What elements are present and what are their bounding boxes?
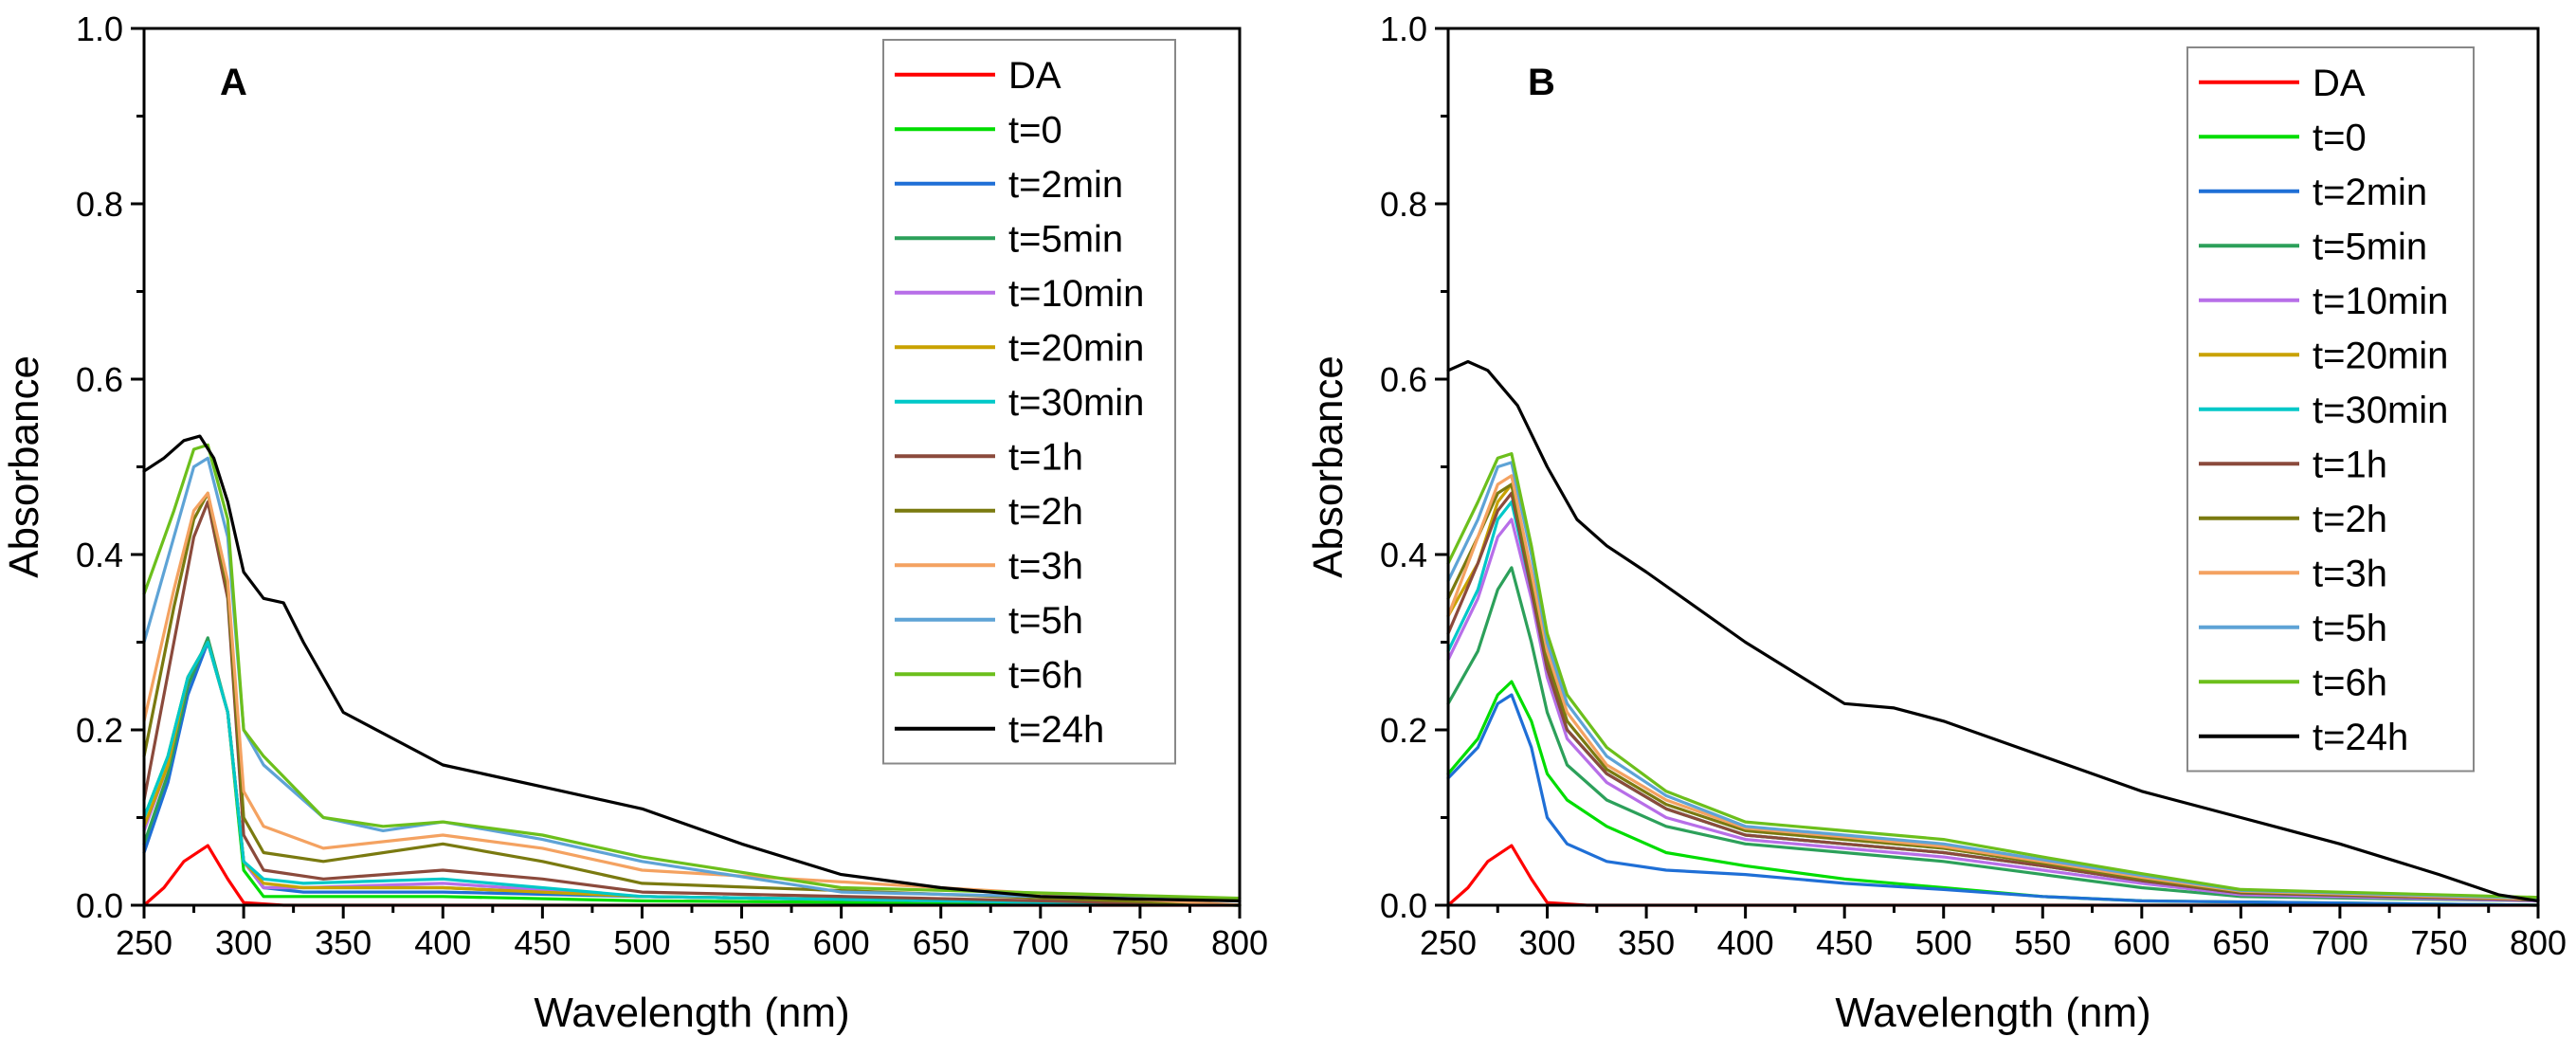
- legend-label: t=1h: [1008, 436, 1083, 478]
- panel-label: B: [1528, 62, 1555, 103]
- x-axis-title: Wavelength (nm): [1835, 990, 2150, 1036]
- series-line-7: [1446, 491, 2540, 902]
- y-tick-label: 0.2: [1380, 711, 1427, 750]
- legend-label: t=5min: [2313, 226, 2427, 267]
- x-tick-label: 350: [1618, 923, 1675, 962]
- x-tick-label: 550: [714, 923, 771, 962]
- y-tick-label: 0.8: [76, 185, 123, 224]
- y-tick-label: 0.2: [76, 711, 123, 750]
- legend-label: t=3h: [1008, 545, 1083, 587]
- series-line-4: [1446, 518, 2540, 903]
- x-tick-label: 500: [1915, 923, 1972, 962]
- legend-label: t=2min: [2313, 172, 2427, 213]
- legend-label: t=30min: [1008, 382, 1144, 424]
- x-tick-label: 400: [1717, 923, 1774, 962]
- series-line-12: [1446, 359, 2540, 903]
- x-tick-label: 250: [116, 923, 172, 962]
- series-line-11: [1446, 452, 2540, 900]
- series-line-8: [142, 491, 1242, 907]
- legend-label: t=0: [2313, 117, 2367, 158]
- legend-label: t=1h: [2313, 444, 2387, 485]
- x-tick-label: 650: [2212, 923, 2269, 962]
- series-line-6: [142, 640, 1242, 907]
- y-tick-label: 0.0: [1380, 886, 1427, 925]
- legend-label: DA: [2313, 63, 2366, 104]
- x-tick-label: 800: [1211, 923, 1268, 962]
- x-tick-label: 300: [1519, 923, 1576, 962]
- x-tick-label: 450: [1816, 923, 1873, 962]
- legend-label: t=5min: [1008, 218, 1123, 260]
- y-tick-label: 0.6: [1380, 360, 1427, 399]
- series-line-9: [142, 491, 1242, 907]
- legend-label: t=3h: [2313, 553, 2387, 594]
- x-tick-label: 350: [315, 923, 372, 962]
- legend-label: t=30min: [2313, 390, 2448, 431]
- x-tick-label: 300: [215, 923, 272, 962]
- x-tick-label: 500: [613, 923, 670, 962]
- chart-panel-b: 250 300 350 400 450 500 550 600 650 700 750 800 0.0 0…: [1305, 9, 2567, 1036]
- y-tick-label: 0.0: [76, 886, 123, 925]
- y-axis-title: Absorbance: [1305, 355, 1351, 578]
- legend-label: t=5h: [2313, 608, 2387, 649]
- x-tick-label: 250: [1420, 923, 1477, 962]
- series-line-12: [142, 434, 1242, 903]
- legend-label: t=2h: [2313, 499, 2387, 540]
- x-tick-label: 750: [1112, 923, 1169, 962]
- series-line-3: [1446, 566, 2540, 903]
- series-line-11: [142, 443, 1242, 900]
- legend-label: t=2h: [1008, 491, 1083, 533]
- legend-label: t=2min: [1008, 164, 1123, 206]
- series-line-7: [142, 500, 1242, 907]
- series-line-10: [1446, 461, 2540, 900]
- legend-label: DA: [1008, 55, 1061, 97]
- x-tick-label: 750: [2410, 923, 2467, 962]
- x-tick-label: 400: [414, 923, 471, 962]
- series-line-8: [1446, 482, 2540, 901]
- y-tick-label: 0.8: [1380, 185, 1427, 224]
- series-line-2: [1446, 693, 2540, 907]
- legend-label: t=20min: [2313, 335, 2448, 376]
- series-line-10: [142, 456, 1242, 903]
- x-tick-label: 650: [913, 923, 970, 962]
- panel-label: A: [220, 62, 247, 103]
- y-tick-label: 1.0: [1380, 9, 1427, 48]
- x-tick-label: 550: [2014, 923, 2071, 962]
- x-tick-label: 800: [2510, 923, 2567, 962]
- legend-label: t=10min: [1008, 273, 1144, 315]
- legend-label: t=24h: [1008, 709, 1104, 751]
- y-tick-label: 0.6: [76, 360, 123, 399]
- legend-label: t=6h: [2313, 662, 2387, 703]
- x-tick-label: 600: [2113, 923, 2170, 962]
- x-tick-label: 450: [514, 923, 571, 962]
- legend-label: t=0: [1008, 109, 1062, 151]
- x-tick-label: 600: [813, 923, 870, 962]
- y-tick-label: 1.0: [76, 9, 123, 48]
- y-tick-label: 0.4: [1380, 536, 1427, 574]
- y-tick-label: 0.4: [76, 536, 123, 574]
- x-tick-label: 700: [1012, 923, 1069, 962]
- legend-label: t=6h: [1008, 654, 1083, 696]
- legend-label: t=5h: [1008, 600, 1083, 642]
- x-tick-label: 700: [2312, 923, 2368, 962]
- chart-panel-a: 250 300 350 400 450 500 550 600 650 700 750 800 0.0 0…: [1, 9, 1268, 1036]
- x-axis-title: Wavelength (nm): [534, 990, 849, 1036]
- series-line-9: [1446, 474, 2540, 901]
- legend-label: t=24h: [2313, 717, 2408, 758]
- legend-label: t=10min: [2313, 281, 2448, 322]
- legend-label: t=20min: [1008, 327, 1144, 369]
- y-axis-title: Absorbance: [1, 355, 47, 578]
